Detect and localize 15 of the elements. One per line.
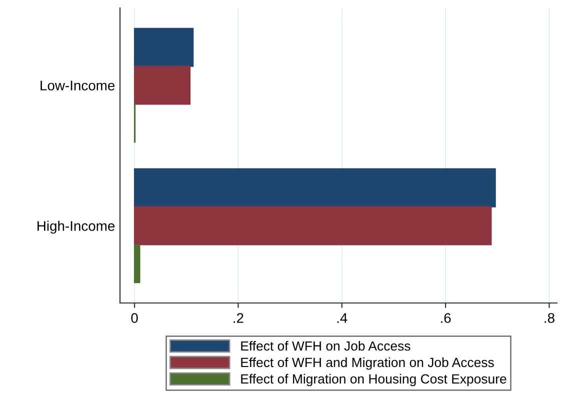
bar xyxy=(134,28,194,67)
bar xyxy=(134,168,496,208)
x-tick-label: .8 xyxy=(544,313,554,323)
legend-label: Effect of WFH on Job Access xyxy=(241,340,410,351)
bar xyxy=(134,244,140,284)
x-tick-label: 0 xyxy=(131,313,138,323)
legend-label: Effect of Migration on Housing Cost Exposure xyxy=(241,374,506,386)
x-tick-label: .2 xyxy=(234,313,244,323)
bar xyxy=(134,66,191,105)
y-tick-label: Low-Income xyxy=(40,80,115,90)
y-tick-label: High-Income xyxy=(38,220,115,234)
bar xyxy=(134,206,492,246)
x-tick-label: .4 xyxy=(337,313,348,323)
x-tick-label: .6 xyxy=(441,313,451,323)
legend-label: Effect of WFH and Migration on Job Access xyxy=(241,357,494,370)
